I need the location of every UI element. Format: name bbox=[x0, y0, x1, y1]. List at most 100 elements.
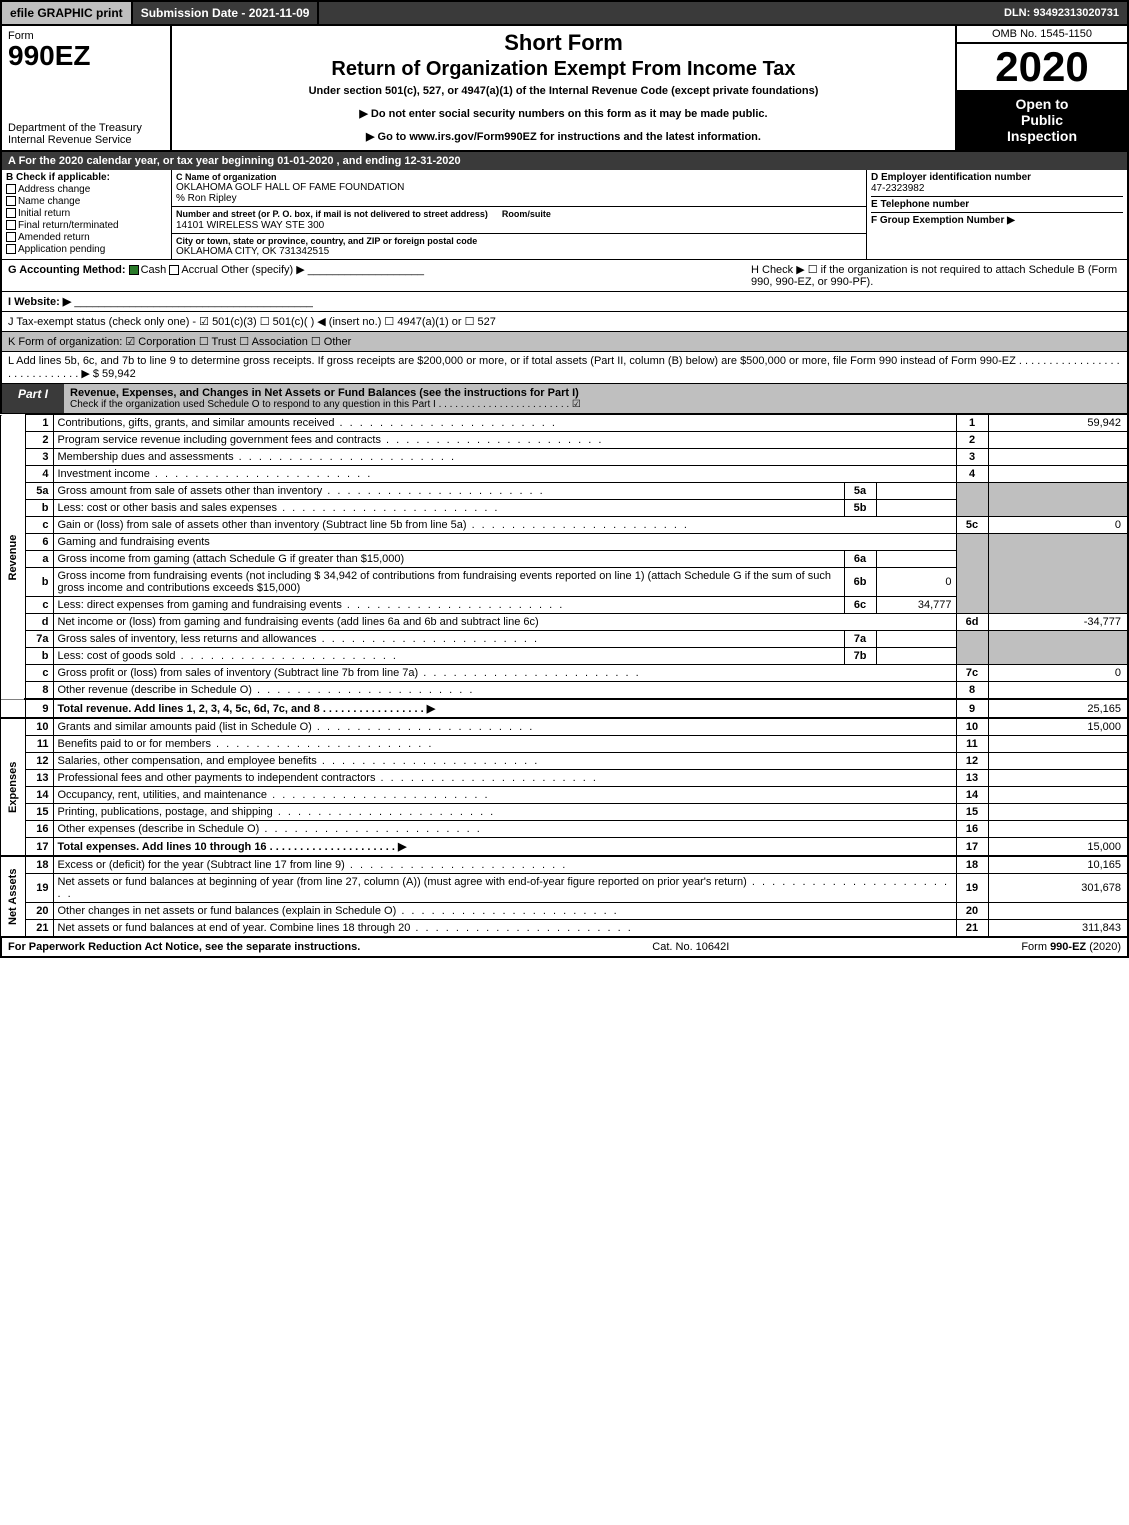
desc-16: Other expenses (describe in Schedule O) bbox=[58, 823, 260, 835]
grey-7ab bbox=[956, 631, 988, 665]
box-b: B Check if applicable: Address change Na… bbox=[2, 170, 172, 259]
line-i: I Website: ▶ ___________________________… bbox=[0, 292, 1129, 312]
desc-9: Total revenue. Add lines 1, 2, 3, 4, 5c,… bbox=[58, 703, 436, 715]
inspect-line3: Inspection bbox=[1007, 128, 1077, 144]
care-of: % Ron Ripley bbox=[176, 193, 862, 204]
desc-5a: Gross amount from sale of assets other t… bbox=[58, 485, 323, 497]
chk-address-change[interactable]: Address change bbox=[6, 184, 167, 195]
form-header: Form 990EZ Department of the Treasury In… bbox=[0, 26, 1129, 152]
group-exemption-label: F Group Exemption Number ▶ bbox=[871, 215, 1015, 226]
val-10: 15,000 bbox=[988, 718, 1128, 736]
num-9: 9 bbox=[956, 699, 988, 718]
city-label: City or town, state or province, country… bbox=[176, 236, 862, 246]
ln-18: 18 bbox=[25, 856, 53, 874]
num-3: 3 bbox=[956, 449, 988, 466]
section-netassets: Net Assets bbox=[1, 856, 25, 937]
subval-5b bbox=[876, 500, 956, 517]
footer-right: Form 990-EZ (2020) bbox=[1021, 941, 1121, 953]
chk-name-change[interactable]: Name change bbox=[6, 196, 167, 207]
row-6d: d Net income or (loss) from gaming and f… bbox=[1, 614, 1128, 631]
tel-label: E Telephone number bbox=[871, 199, 1123, 210]
chk-cash[interactable] bbox=[129, 265, 139, 275]
ein-row: D Employer identification number 47-2323… bbox=[871, 172, 1123, 197]
efile-print-button[interactable]: efile GRAPHIC print bbox=[2, 2, 133, 24]
row-18: Net Assets 18 Excess or (deficit) for th… bbox=[1, 856, 1128, 874]
desc-7a: Gross sales of inventory, less returns a… bbox=[58, 633, 317, 645]
topbar-spacer bbox=[319, 2, 996, 24]
num-1: 1 bbox=[956, 415, 988, 432]
num-10: 10 bbox=[956, 718, 988, 736]
ln-10: 10 bbox=[25, 718, 53, 736]
ln-4: 4 bbox=[25, 466, 53, 483]
website-label: I Website: ▶ bbox=[8, 296, 71, 308]
header-left: Form 990EZ Department of the Treasury In… bbox=[2, 26, 172, 150]
entity-info: B Check if applicable: Address change Na… bbox=[0, 170, 1129, 260]
ln-8: 8 bbox=[25, 682, 53, 700]
val-17: 15,000 bbox=[988, 838, 1128, 857]
chk-accrual[interactable] bbox=[169, 265, 179, 275]
desc-6b: Gross income from fundraising events (no… bbox=[53, 568, 844, 597]
ln-2: 2 bbox=[25, 432, 53, 449]
part-1-table: Revenue 1 Contributions, gifts, grants, … bbox=[0, 414, 1129, 938]
val-18: 10,165 bbox=[988, 856, 1128, 874]
desc-7b: Less: cost of goods sold bbox=[58, 650, 176, 662]
desc-3: Membership dues and assessments bbox=[58, 451, 234, 463]
row-9: 9 Total revenue. Add lines 1, 2, 3, 4, 5… bbox=[1, 699, 1128, 718]
row-7c: c Gross profit or (loss) from sales of i… bbox=[1, 665, 1128, 682]
section-revenue: Revenue bbox=[1, 415, 25, 700]
desc-1: Contributions, gifts, grants, and simila… bbox=[58, 417, 335, 429]
ln-12: 12 bbox=[25, 753, 53, 770]
val-11 bbox=[988, 736, 1128, 753]
ln-7b: b bbox=[25, 648, 53, 665]
val-8 bbox=[988, 682, 1128, 700]
val-21: 311,843 bbox=[988, 920, 1128, 938]
row-20: 20 Other changes in net assets or fund b… bbox=[1, 903, 1128, 920]
subval-7a bbox=[876, 631, 956, 648]
tax-year: 2020 bbox=[957, 44, 1127, 90]
desc-20: Other changes in net assets or fund bala… bbox=[58, 905, 397, 917]
num-8: 8 bbox=[956, 682, 988, 700]
chk-initial-return[interactable]: Initial return bbox=[6, 208, 167, 219]
accrual-label: Accrual bbox=[181, 264, 218, 276]
ln-20: 20 bbox=[25, 903, 53, 920]
submission-date-button[interactable]: Submission Date - 2021-11-09 bbox=[133, 2, 320, 24]
part-1-subtitle: Check if the organization used Schedule … bbox=[70, 399, 1121, 410]
desc-13: Professional fees and other payments to … bbox=[58, 772, 376, 784]
chk-application-pending[interactable]: Application pending bbox=[6, 244, 167, 255]
row-6: 6 Gaming and fundraising events bbox=[1, 534, 1128, 551]
row-17: 17 Total expenses. Add lines 10 through … bbox=[1, 838, 1128, 857]
num-16: 16 bbox=[956, 821, 988, 838]
city-row: City or town, state or province, country… bbox=[172, 234, 866, 259]
goto-link[interactable]: ▶ Go to www.irs.gov/Form990EZ for instru… bbox=[178, 130, 949, 143]
ln-5b: b bbox=[25, 500, 53, 517]
desc-12: Salaries, other compensation, and employ… bbox=[58, 755, 317, 767]
row-4: 4 Investment income 4 bbox=[1, 466, 1128, 483]
sub-6b: 6b bbox=[844, 568, 876, 597]
footer-left: For Paperwork Reduction Act Notice, see … bbox=[8, 941, 360, 953]
sub-6c: 6c bbox=[844, 597, 876, 614]
tel-row: E Telephone number bbox=[871, 199, 1123, 213]
val-4 bbox=[988, 466, 1128, 483]
val-3 bbox=[988, 449, 1128, 466]
chk-final-return[interactable]: Final return/terminated bbox=[6, 220, 167, 231]
desc-4: Investment income bbox=[58, 468, 150, 480]
cash-label: Cash bbox=[141, 264, 167, 276]
desc-10: Grants and similar amounts paid (list in… bbox=[58, 721, 312, 733]
num-19: 19 bbox=[956, 874, 988, 903]
sub-5b: 5b bbox=[844, 500, 876, 517]
org-name-row: C Name of organization OKLAHOMA GOLF HAL… bbox=[172, 170, 866, 207]
ln-9: 9 bbox=[25, 699, 53, 718]
short-form-title: Short Form bbox=[178, 30, 949, 56]
ln-6c: c bbox=[25, 597, 53, 614]
subval-6b: 0 bbox=[876, 568, 956, 597]
num-5c: 5c bbox=[956, 517, 988, 534]
omb-number: OMB No. 1545-1150 bbox=[957, 26, 1127, 44]
chk-amended-return[interactable]: Amended return bbox=[6, 232, 167, 243]
return-title: Return of Organization Exempt From Incom… bbox=[178, 58, 949, 81]
under-section: Under section 501(c), 527, or 4947(a)(1)… bbox=[178, 85, 949, 97]
val-2 bbox=[988, 432, 1128, 449]
inspect-line2: Public bbox=[1021, 112, 1063, 128]
ein-value: 47-2323982 bbox=[871, 183, 1123, 194]
sub-7b: 7b bbox=[844, 648, 876, 665]
desc-19: Net assets or fund balances at beginning… bbox=[58, 876, 747, 888]
